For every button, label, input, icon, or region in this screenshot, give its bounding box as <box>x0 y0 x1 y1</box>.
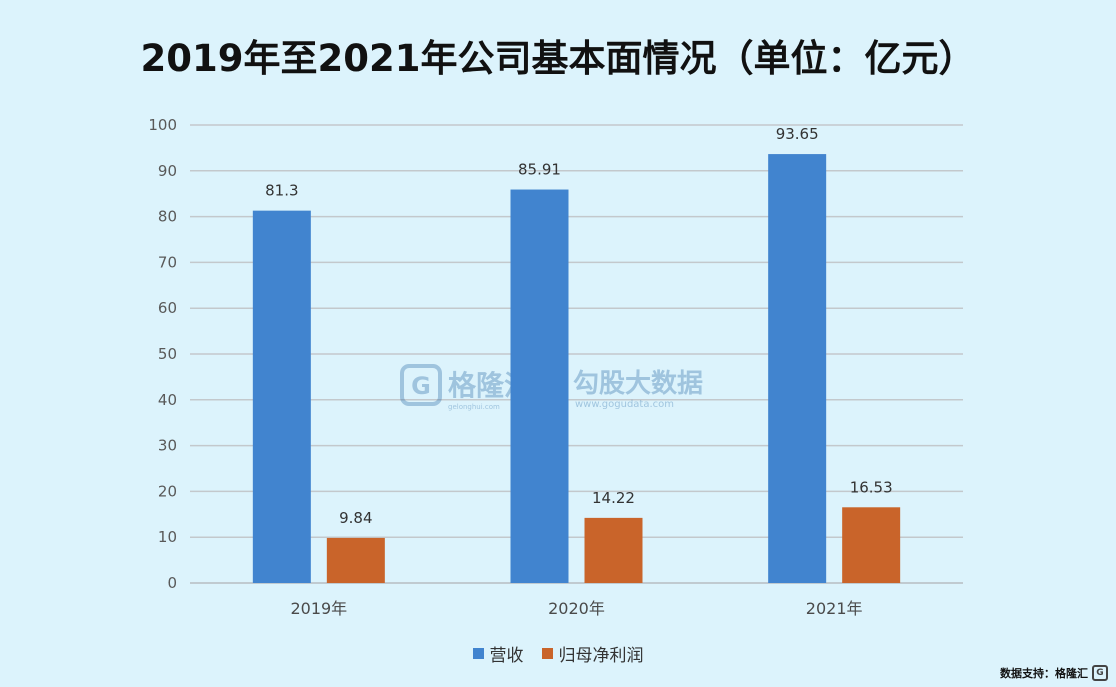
legend-label-net-profit: 归母净利润 <box>558 646 644 666</box>
bar-net-profit <box>326 537 385 583</box>
chart-title: 2019年至2021年公司基本面情况（单位：亿元） <box>140 37 976 80</box>
x-tick-label: 2019年 <box>290 599 347 618</box>
bar-revenue <box>252 210 311 583</box>
bar-revenue <box>510 189 569 583</box>
gridlines <box>190 124 963 584</box>
x-tick-label: 2021年 <box>806 599 863 618</box>
y-tick-label: 40 <box>158 391 177 409</box>
footer-text: 数据支持：格隆汇 <box>1000 667 1088 680</box>
y-tick-label: 100 <box>148 116 177 134</box>
watermark-brand2-url: www.gogudata.com <box>575 399 674 410</box>
watermark: G 格隆汇 gelonghui.com 勾股大数据 www.gogudata.c… <box>400 362 703 411</box>
y-tick-label: 50 <box>158 345 177 363</box>
legend-swatch-revenue <box>472 648 484 659</box>
y-tick-label: 20 <box>158 482 177 500</box>
data-label: 93.65 <box>776 125 819 143</box>
x-tick-label: 2020年 <box>548 599 605 618</box>
x-axis-labels: 2019年 2020年 2021年 <box>290 599 862 618</box>
y-tick-label: 10 <box>158 528 177 546</box>
svg-text:G: G <box>411 372 431 400</box>
y-tick-label: 90 <box>158 162 177 180</box>
data-label: 81.3 <box>265 182 298 200</box>
watermark-logo-icon <box>400 364 442 406</box>
watermark-brand1-url: gelonghui.com <box>448 403 500 411</box>
legend-label-revenue: 营收 <box>489 646 524 666</box>
footer-logo-icon: G <box>1092 665 1108 681</box>
y-axis-ticks: 0 10 20 30 40 50 60 70 80 90 100 <box>148 116 177 592</box>
data-label: 14.22 <box>592 489 635 507</box>
data-label: 9.84 <box>339 509 372 527</box>
y-tick-label: 60 <box>158 299 177 317</box>
bar-net-profit <box>584 517 643 583</box>
y-tick-label: 30 <box>158 437 177 455</box>
bars <box>252 154 901 583</box>
data-label: 16.53 <box>850 478 893 496</box>
legend-swatch-net-profit <box>541 648 553 659</box>
bar-revenue <box>768 154 827 583</box>
data-label: 85.91 <box>518 161 561 179</box>
legend-item-revenue: 营收 <box>472 641 524 666</box>
footer-credit: 数据支持：格隆汇 G <box>1000 665 1108 681</box>
legend-item-net-profit: 归母净利润 <box>541 641 644 666</box>
y-tick-label: 80 <box>158 208 177 226</box>
data-labels: 81.3 9.84 85.91 14.22 93.65 16.53 <box>265 125 893 527</box>
watermark-brand2: 勾股大数据 <box>573 369 703 399</box>
legend: 营收 归母净利润 <box>0 641 1116 666</box>
y-tick-label: 0 <box>167 574 177 592</box>
bar-net-profit <box>842 507 901 583</box>
y-tick-label: 70 <box>158 253 177 271</box>
